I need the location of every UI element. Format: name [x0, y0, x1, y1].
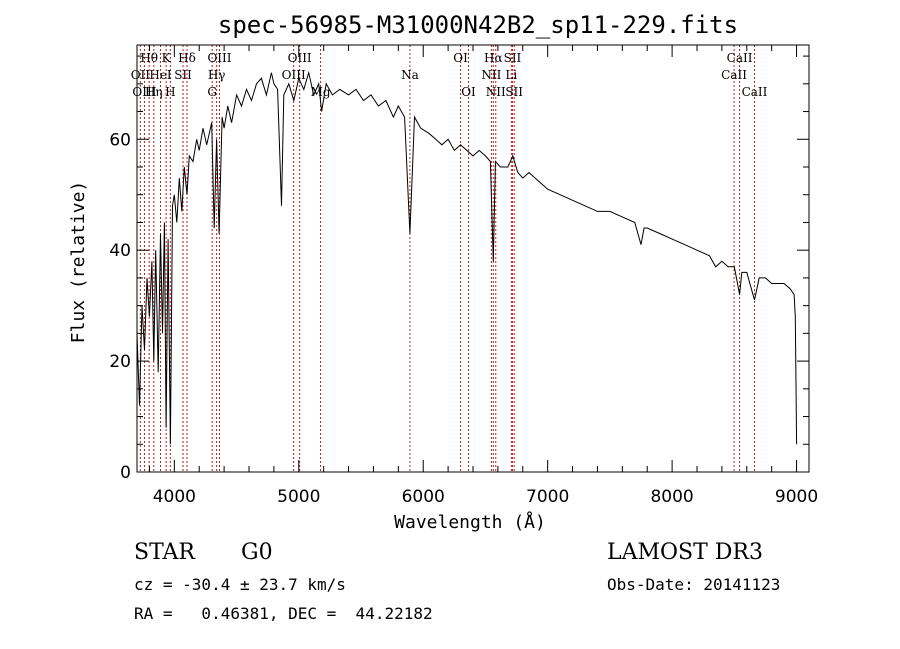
spectrum-line	[136, 70, 798, 445]
line-marker-label: OIII	[288, 51, 312, 65]
x-tick-label: 6000	[402, 487, 445, 507]
line-marker-label: Hθ	[140, 51, 158, 65]
x-tick-label: 8000	[650, 487, 693, 507]
line-marker-label: CaII	[727, 51, 753, 65]
line-marker-label: H	[165, 85, 175, 99]
survey-name: LAMOST DR3	[607, 540, 763, 565]
y-tick-label: 20	[109, 352, 131, 372]
line-marker-label: OIII	[132, 85, 156, 99]
line-marker-label: HeI	[149, 68, 172, 82]
line-marker-label: Hδ	[178, 51, 196, 65]
y-tick-label: 40	[109, 241, 131, 261]
line-marker-label: K	[162, 51, 172, 65]
line-marker-label: G	[207, 85, 217, 99]
x-axis-label: Wavelength (Å)	[394, 511, 546, 533]
x-tick-label: 4000	[153, 487, 196, 507]
line-marker-label: Li	[505, 68, 517, 82]
line-marker-label: NII	[481, 68, 501, 82]
line-marker-label: OI	[453, 51, 468, 65]
line-marker-label: OII	[131, 68, 151, 82]
x-tick-label: 5000	[277, 487, 320, 507]
object-subclass: G0	[241, 540, 273, 565]
line-marker-label: CaII	[721, 68, 747, 82]
y-tick-label: 60	[109, 130, 131, 150]
line-marker-label: Na	[401, 68, 419, 82]
y-tick-label: 0	[120, 463, 131, 483]
y-axis-label: Flux (relative)	[68, 181, 89, 344]
chart-title: spec-56985-M31000N42B2_sp11-229.fits	[218, 11, 738, 39]
redshift-cz: cz = -30.4 ± 23.7 km/s	[134, 575, 346, 594]
x-axis-ticks: 4000 5000 6000 7000 8000 9000	[148, 45, 818, 507]
line-marker-label: SII	[174, 68, 192, 82]
line-marker-label: OIII	[207, 51, 231, 65]
ra-dec: RA = 0.46381, DEC = 44.22182	[134, 604, 433, 623]
line-marker-label: Hη	[145, 85, 163, 99]
line-marker-label: SII	[504, 51, 522, 65]
plot-frame	[136, 44, 810, 473]
y-axis-ticks: 0 20 40 60	[109, 55, 809, 483]
line-marker-label: CaII	[742, 85, 768, 99]
line-markers	[139, 45, 755, 472]
object-class: STAR	[134, 540, 195, 565]
line-marker-label: Hγ	[208, 68, 226, 82]
line-marker-label: OIII	[282, 68, 306, 82]
obs-date: Obs-Date: 20141123	[607, 575, 781, 594]
line-marker-label: SII	[505, 85, 523, 99]
line-marker-label: OI	[461, 85, 476, 99]
x-tick-label: 7000	[526, 487, 569, 507]
line-marker-label: Hα	[484, 51, 503, 65]
line-marker-label: NII	[486, 85, 506, 99]
x-tick-label: 9000	[775, 487, 818, 507]
